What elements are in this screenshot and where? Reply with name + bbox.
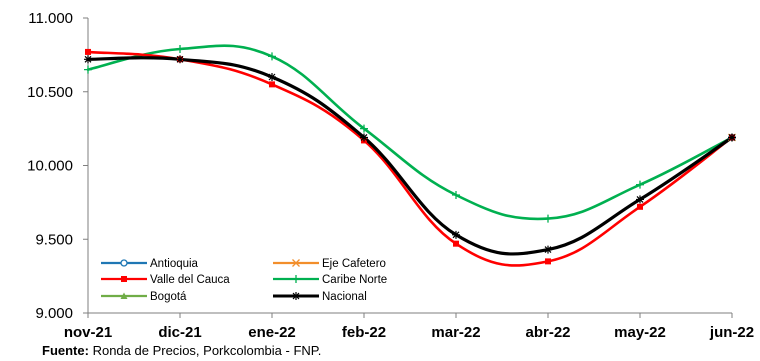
- data-point-caribe-norte: [636, 180, 644, 189]
- data-point-valle-del-cauca: [453, 240, 459, 247]
- data-point-caribe-norte: [268, 52, 276, 61]
- legend-marker-nacional: [292, 292, 300, 300]
- x-tick-label: feb-22: [342, 324, 386, 341]
- data-point-nacional: [84, 55, 92, 64]
- data-point-valle-del-cauca: [637, 203, 643, 210]
- data-point-caribe-norte: [544, 214, 552, 223]
- x-tick-label: may-22: [614, 324, 666, 341]
- data-point-nacional: [636, 195, 644, 204]
- legend-label-antioquia: Antioquia: [150, 258, 199, 270]
- y-tick-label: 10.500: [27, 84, 73, 101]
- legend-marker-caribe-norte: [292, 275, 300, 283]
- series-line-caribe-norte: [86, 44, 734, 221]
- series-line-valle-del-cauca: [86, 50, 734, 267]
- data-point-nacional: [728, 133, 736, 142]
- data-point-valle-del-cauca: [85, 48, 91, 55]
- data-point-valle-del-cauca: [545, 258, 551, 265]
- data-point-nacional: [544, 245, 552, 254]
- legend-label-nacional: Nacional: [322, 291, 367, 303]
- data-point-nacional: [268, 73, 276, 81]
- data-point-caribe-norte: [176, 44, 184, 53]
- y-tick-label: 9.000: [35, 305, 73, 322]
- legend-label-eje-cafetero: Eje Cafetero: [322, 258, 386, 270]
- chart-legend: Antioquia Eje Cafetero Valle del Cauca Cari…: [101, 258, 387, 303]
- x-tick-label: ene-22: [248, 324, 296, 341]
- series-markers: [84, 44, 736, 265]
- data-point-nacional: [452, 230, 460, 239]
- legend-marker-valle-del-cauca: [121, 276, 127, 282]
- y-tick-label: 10.000: [27, 158, 73, 175]
- x-tick-label: nov-21: [64, 324, 112, 341]
- y-tick-label: 11.000: [28, 10, 73, 27]
- legend-marker-bogota: [120, 292, 128, 299]
- data-point-caribe-norte: [452, 191, 460, 199]
- x-tick-label: jun-22: [709, 324, 754, 341]
- legend-marker-antioquia: [120, 259, 128, 267]
- legend-label-caribe-norte: Caribe Norte: [322, 274, 387, 286]
- legend-label-valle-del-cauca: Valle del Cauca: [150, 274, 230, 286]
- x-tick-label: abr-22: [525, 324, 570, 341]
- y-tick-label: 9.500: [35, 231, 73, 248]
- y-axis-tick-labels: 9.000 9.500 10.000 10.500 11.000: [27, 10, 73, 322]
- chart-axes: [83, 17, 733, 318]
- source-text: Ronda de Precios, Porkcolombia - FNP.: [92, 343, 322, 358]
- series-lines: [86, 44, 734, 267]
- x-axis-tick-labels: nov-21 dic-21 ene-22 feb-22 mar-22 abr-22 may-…: [64, 324, 754, 341]
- data-point-nacional: [360, 133, 368, 142]
- data-point-valle-del-cauca: [269, 81, 275, 88]
- legend-label-bogota: Bogotá: [150, 291, 187, 303]
- data-point-caribe-norte: [360, 124, 368, 133]
- source-label: Fuente:: [42, 343, 89, 358]
- legend-marker-eje-cafetero: [292, 259, 300, 267]
- source-footnote: Fuente: Ronda de Precios, Porkcolombia -…: [42, 343, 321, 358]
- data-point-caribe-norte: [84, 65, 92, 74]
- x-tick-label: mar-22: [431, 324, 480, 341]
- series-line-nacional: [86, 56, 734, 256]
- data-point-nacional: [176, 55, 184, 64]
- x-tick-label: dic-21: [158, 324, 201, 341]
